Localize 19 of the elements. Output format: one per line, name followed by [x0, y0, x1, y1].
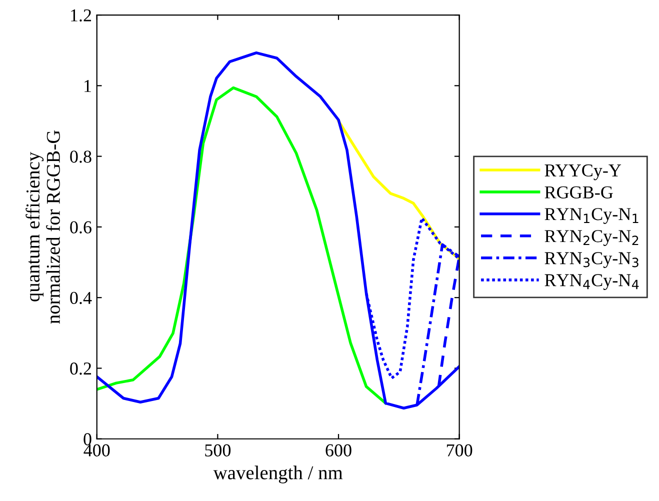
y-tick-label: 0.8 [70, 150, 92, 163]
x-tick-label: 400 [84, 444, 110, 456]
x-axis-title: wavelength / nm [213, 466, 343, 484]
legend-label: RYYCy-Y [544, 164, 622, 180]
legend-label: RYN$_{3}$Cy-N$_{3}$ [544, 252, 638, 268]
y-tick-label: 0.6 [70, 221, 92, 234]
x-tick-label: 700 [446, 444, 472, 456]
y-axis-title: quantum efficiency normalized for RGGB-G [26, 130, 60, 324]
y-tick-label: 1.2 [71, 9, 92, 22]
y-tick-label: 0.2 [70, 362, 92, 375]
x-tick-label: 500 [205, 444, 231, 456]
y-tick-label: 0.4 [70, 292, 92, 304]
y-tick-label: 1 [84, 80, 91, 92]
y-tick-label: 0 [84, 433, 92, 446]
legend-label: RYN$_{2}$Cy-N$_{2}$ [544, 230, 638, 246]
legend-label: RGGB-G [544, 186, 613, 198]
legend-label: RYN$_{4}$Cy-N$_{4}$ [544, 274, 639, 290]
x-tick-label: 600 [326, 444, 352, 456]
legend-label: RYN$_{1}$Cy-N$_{1}$ [544, 208, 638, 224]
